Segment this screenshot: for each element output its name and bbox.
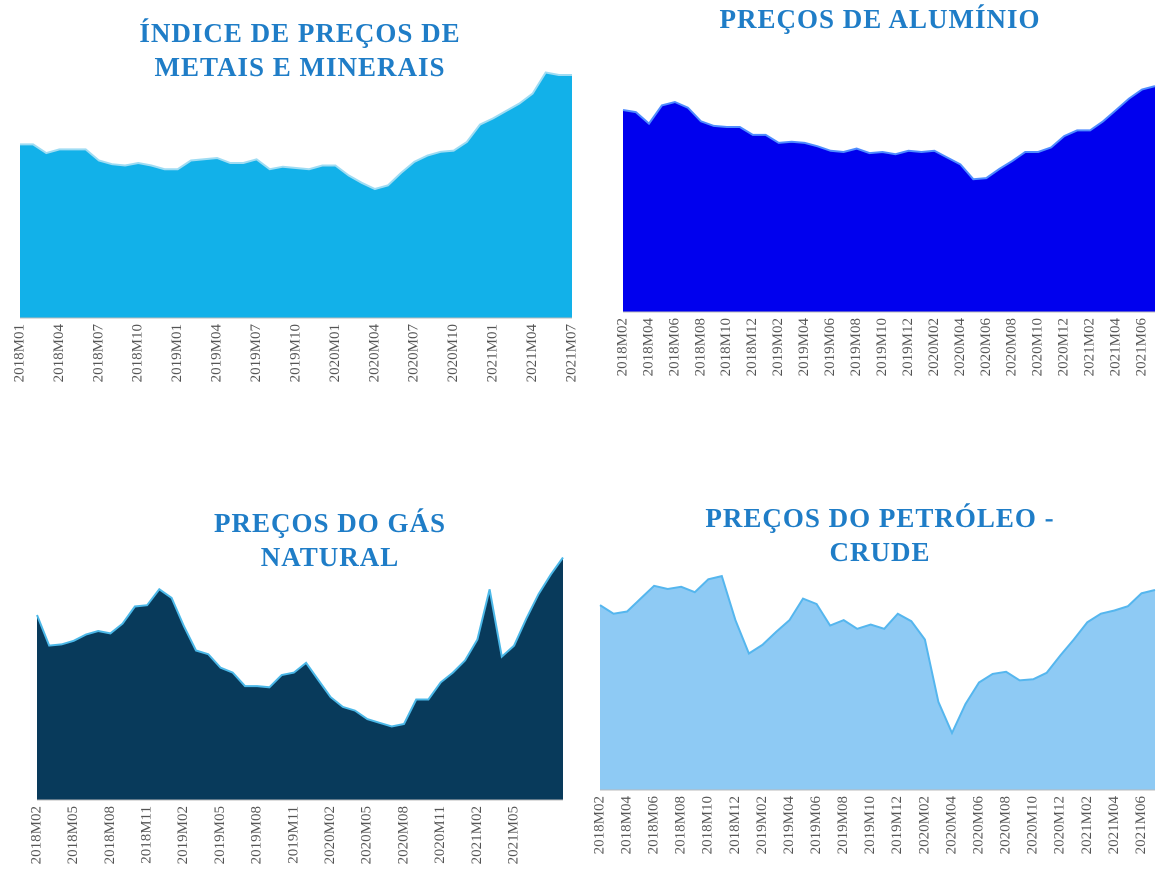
x-tick-label: 2018M10 <box>718 318 734 376</box>
x-tick-label: 2021M02 <box>1079 796 1095 854</box>
x-tick-label: 2018M11 <box>139 806 155 864</box>
area <box>623 86 1155 312</box>
chart-title: PREÇOS DO PETRÓLEO - <box>705 503 1054 533</box>
x-tick-label: 2020M12 <box>1056 318 1072 376</box>
x-tick-label: 2020M04 <box>952 318 968 377</box>
x-tick-label: 2020M11 <box>432 806 448 864</box>
area-line <box>36 556 564 728</box>
x-tick-label: 2019M07 <box>248 324 264 383</box>
x-tick-label: 2018M10 <box>130 324 146 382</box>
x-tick-label: 2021M02 <box>1082 318 1098 376</box>
x-tick-label: 2021M04 <box>524 324 540 383</box>
x-tick-label: 2018M04 <box>619 796 635 855</box>
x-tick-label: 2018M06 <box>646 796 662 855</box>
x-tick-label: 2018M04 <box>640 318 656 377</box>
x-tick-label: 2019M06 <box>822 318 838 377</box>
x-tick-label: 2020M05 <box>359 806 375 864</box>
area <box>37 557 563 800</box>
x-tick-label: 2019M10 <box>874 318 890 376</box>
x-tick-label: 2020M10 <box>1025 796 1041 854</box>
x-tick-label: 2018M12 <box>727 796 743 854</box>
x-tick-label: 2019M02 <box>770 318 786 376</box>
x-tick-label: 2021M06 <box>1133 796 1149 855</box>
x-tick-label: 2019M04 <box>796 318 812 377</box>
x-tick-label: 2018M04 <box>51 324 67 383</box>
x-tick-label: 2021M01 <box>485 324 501 382</box>
x-tick-label: 2018M12 <box>744 318 760 376</box>
x-tick-label: 2019M02 <box>175 806 191 864</box>
x-tick-label: 2018M06 <box>666 318 682 377</box>
x-tick-label: 2019M06 <box>808 796 824 855</box>
x-tick-label: 2019M05 <box>212 806 228 864</box>
chart: 2018M02 2018M05 2018M08 2018M11 2019M02 2019M… <box>28 508 564 864</box>
x-tick-label: 2018M01 <box>11 324 27 382</box>
chart-title: NATURAL <box>261 542 400 572</box>
x-tick-label: 2020M06 <box>978 318 994 377</box>
x-tick-label: 2018M08 <box>102 806 118 864</box>
x-tick-label: 2020M08 <box>395 806 411 864</box>
chart-title: ÍNDICE DE PREÇOS DE <box>139 18 460 48</box>
x-tick-label: 2018M02 <box>614 318 630 376</box>
chart-title: PREÇOS DE ALUMÍNIO <box>719 4 1040 34</box>
x-tick-label: 2019M04 <box>781 796 797 855</box>
x-tick-label: 2018M08 <box>673 796 689 854</box>
x-tick-label: 2020M02 <box>926 318 942 376</box>
chart-title: CRUDE <box>829 537 930 567</box>
x-tick-label: 2020M04 <box>366 324 382 383</box>
x-tick-label: 2020M06 <box>970 796 986 855</box>
x-tick-label: 2020M07 <box>406 324 422 383</box>
x-tick-label: 2020M10 <box>1030 318 1046 376</box>
x-tick-label: 2020M02 <box>916 796 932 854</box>
x-tick-label: 2019M08 <box>249 806 265 864</box>
x-tick-label: 2018M02 <box>591 796 607 854</box>
x-tick-label: 2019M02 <box>754 796 770 854</box>
x-tick-label: 2018M10 <box>700 796 716 854</box>
area-line <box>20 71 572 191</box>
x-tick-label: 2018M02 <box>28 806 44 864</box>
x-tick-label: 2020M12 <box>1052 796 1068 854</box>
x-tick-label: 2020M08 <box>998 796 1014 854</box>
x-tick-label: 2019M08 <box>848 318 864 376</box>
x-tick-label: 2020M02 <box>322 806 338 864</box>
x-tick-label: 2021M04 <box>1108 318 1124 377</box>
chart: 2018M02 2018M04 2018M06 2018M08 2018M10 2018M… <box>614 4 1156 377</box>
x-tick-label: 2019M10 <box>287 324 303 382</box>
x-tick-label: 2021M02 <box>469 806 485 864</box>
x-tick-label: 2018M07 <box>90 324 106 383</box>
x-tick-label: 2020M04 <box>943 796 959 855</box>
chart: 2018M01 2018M04 2018M07 2018M10 2019M01 2019M… <box>11 18 579 382</box>
area <box>20 72 572 318</box>
x-tick-label: 2019M08 <box>835 796 851 854</box>
area <box>600 576 1155 790</box>
x-tick-label: 2021M04 <box>1106 796 1122 855</box>
x-tick-label: 2021M06 <box>1133 318 1149 377</box>
x-tick-label: 2021M05 <box>506 806 522 864</box>
area-line <box>622 85 1156 181</box>
chart: 2018M02 2018M04 2018M06 2018M08 2018M10 2018M… <box>591 503 1156 855</box>
x-tick-label: 2021M07 <box>563 324 579 383</box>
x-tick-label: 2018M05 <box>65 806 81 864</box>
x-tick-label: 2019M12 <box>889 796 905 854</box>
x-tick-label: 2018M08 <box>692 318 708 376</box>
x-tick-label: 2019M10 <box>862 796 878 854</box>
x-tick-label: 2020M10 <box>445 324 461 382</box>
x-tick-label: 2019M01 <box>169 324 185 382</box>
x-tick-label: 2020M01 <box>327 324 343 382</box>
x-tick-label: 2019M12 <box>900 318 916 376</box>
area-line <box>599 574 1156 736</box>
chart-title: PREÇOS DO GÁS <box>214 508 446 538</box>
x-tick-label: 2020M08 <box>1004 318 1020 376</box>
x-tick-label: 2019M04 <box>209 324 225 383</box>
chart-title: METAIS E MINERAIS <box>154 52 445 82</box>
x-tick-label: 2019M11 <box>285 806 301 864</box>
